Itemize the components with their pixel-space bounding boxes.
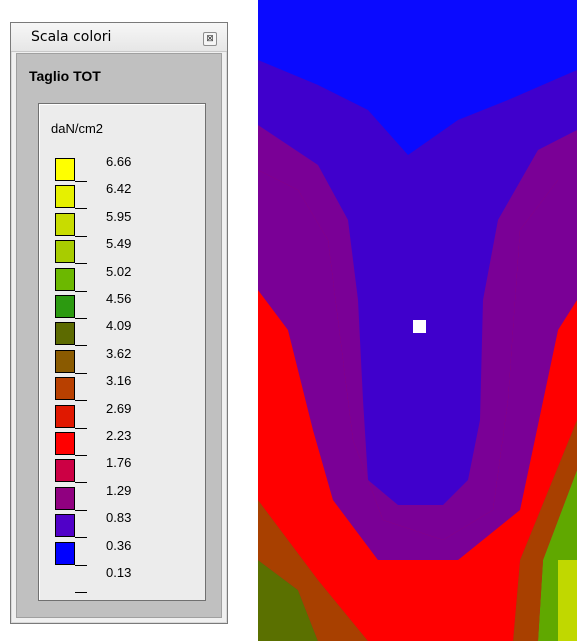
contour-band-green bbox=[538, 470, 577, 641]
scale-swatch bbox=[55, 541, 75, 565]
scale-value-label: 0.83 bbox=[106, 510, 132, 526]
scale-value-label: 3.62 bbox=[106, 345, 132, 361]
scale-tick bbox=[75, 482, 87, 484]
scale-swatch bbox=[55, 158, 75, 181]
scale-swatch bbox=[55, 404, 75, 428]
scale-value-label: 3.16 bbox=[106, 373, 132, 389]
contour-map-canvas bbox=[258, 0, 577, 641]
scale-value-label: 0.13 bbox=[106, 565, 132, 580]
scale-tick bbox=[75, 372, 87, 374]
scale-value-label: 6.66 bbox=[106, 154, 132, 169]
contour-band-purple bbox=[258, 170, 577, 560]
scale-tick bbox=[75, 400, 87, 402]
section-title: Taglio TOT bbox=[29, 68, 101, 84]
scale-swatch bbox=[55, 267, 75, 291]
contour-band-orange-brown bbox=[513, 420, 577, 641]
scale-tick bbox=[75, 263, 87, 265]
node-marker-icon[interactable] bbox=[413, 320, 426, 333]
contour-map[interactable] bbox=[258, 0, 577, 641]
scale-swatch bbox=[55, 322, 75, 346]
scale-tick bbox=[75, 564, 87, 566]
window-titlebar[interactable]: Scala colori ⊠ bbox=[11, 23, 227, 52]
color-scale: 6.66 6.42 5.95 5.49 5.02 4.56 4.09 3.62 3.16 2.69… bbox=[39, 104, 205, 600]
legend-box: daN/cm2 6.66 6.42 5.95 5.49 5.02 4.56 4.09 3.62… bbox=[38, 103, 206, 601]
scale-swatch bbox=[55, 240, 75, 264]
scale-swatch bbox=[55, 514, 75, 538]
scale-value-label: 5.02 bbox=[106, 263, 132, 279]
scale-tick bbox=[75, 235, 87, 237]
scale-swatch bbox=[55, 349, 75, 373]
scale-tick bbox=[75, 455, 87, 456]
scale-value-label: 0.36 bbox=[106, 537, 132, 553]
close-icon[interactable]: ⊠ bbox=[203, 32, 217, 46]
contour-band-blue bbox=[258, 0, 577, 155]
scale-swatch bbox=[55, 486, 75, 510]
scale-value-label: 1.29 bbox=[106, 482, 132, 498]
contour-band-brown-left bbox=[258, 500, 368, 641]
contour-band-red bbox=[258, 290, 577, 641]
scale-tick bbox=[75, 181, 87, 182]
scale-swatch bbox=[55, 185, 75, 209]
scale-swatch bbox=[55, 295, 75, 318]
scale-tick bbox=[75, 592, 87, 593]
scale-value-label: 6.42 bbox=[106, 181, 132, 197]
scale-swatch bbox=[55, 377, 75, 401]
scale-value-label: 4.56 bbox=[106, 291, 132, 306]
scale-value-label: 2.69 bbox=[106, 400, 132, 416]
window-title: Scala colori bbox=[31, 29, 112, 45]
scale-tick bbox=[75, 318, 87, 319]
unit-label: daN/cm2 bbox=[51, 121, 104, 136]
scale-tick bbox=[75, 537, 87, 539]
scale-swatch bbox=[55, 212, 75, 236]
scale-tick bbox=[75, 509, 87, 511]
scale-tick bbox=[75, 208, 87, 210]
contour-band-indigo bbox=[258, 0, 577, 505]
scale-value-label: 4.09 bbox=[106, 318, 132, 334]
scale-swatch bbox=[55, 459, 75, 483]
scale-tick bbox=[75, 290, 87, 292]
scale-value-label: 1.76 bbox=[106, 455, 132, 471]
scale-value-label: 2.23 bbox=[106, 428, 132, 443]
scale-tick bbox=[75, 427, 87, 429]
scale-value-label: 5.49 bbox=[106, 236, 132, 252]
scale-swatch bbox=[55, 432, 75, 455]
color-scale-window: Scala colori ⊠ Taglio TOT daN/cm2 6.66 6.… bbox=[10, 22, 228, 624]
panel-body: Taglio TOT daN/cm2 6.66 6.42 5.95 5.49 5.02 4… bbox=[16, 53, 222, 618]
contour-band-olive bbox=[258, 560, 318, 641]
scale-tick bbox=[75, 345, 87, 347]
scale-value-label: 5.95 bbox=[106, 208, 132, 224]
